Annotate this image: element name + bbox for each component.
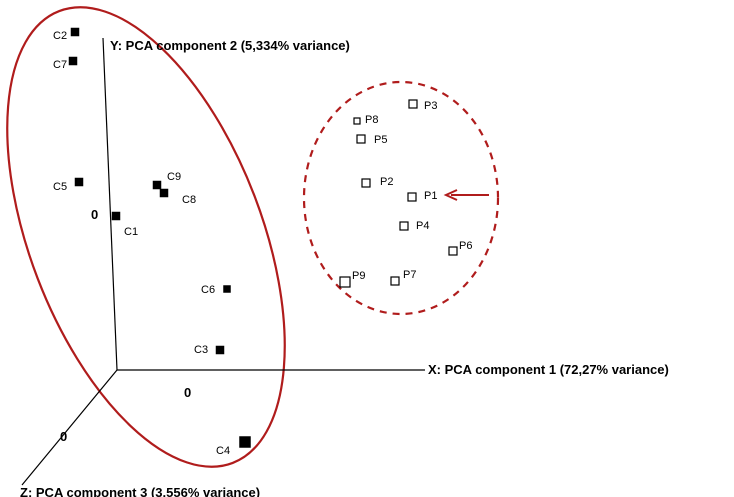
point-label-c2: C2 [53, 30, 67, 42]
point-p1 [407, 192, 417, 202]
y-axis-zero-label: 0 [91, 207, 98, 222]
point-label-p4: P4 [416, 220, 429, 232]
point-label-c1: C1 [124, 226, 138, 238]
point-label-p7: P7 [403, 269, 416, 281]
point-p6 [448, 246, 458, 256]
point-c5 [74, 177, 84, 187]
point-label-p6: P6 [459, 240, 472, 252]
point-p9 [339, 276, 351, 288]
point-label-p9: P9 [352, 270, 365, 282]
point-p3 [408, 99, 418, 109]
point-c2 [70, 27, 80, 37]
point-p8 [353, 117, 361, 125]
point-label-c5: C5 [53, 181, 67, 193]
point-label-c3: C3 [194, 344, 208, 356]
cluster-enclosures [6, 6, 500, 468]
cluster-c-enclosure [6, 6, 286, 468]
point-c8 [159, 188, 169, 198]
point-label-p1: P1 [424, 190, 437, 202]
point-label-p2: P2 [380, 176, 393, 188]
cluster-p-enclosure [302, 80, 500, 316]
point-p4 [399, 221, 409, 231]
x-axis-zero-label: 0 [184, 385, 191, 400]
z-axis-zero-label: 0 [60, 429, 67, 444]
point-label-c8: C8 [182, 194, 196, 206]
y-axis-title: Y: PCA component 2 (5,334% variance) [110, 38, 350, 53]
point-label-c6: C6 [201, 284, 215, 296]
point-c7 [68, 56, 78, 66]
point-p5 [356, 134, 366, 144]
point-label-p8: P8 [365, 114, 378, 126]
point-label-c9: C9 [167, 171, 181, 183]
point-c1 [111, 211, 121, 221]
point-c3 [215, 345, 225, 355]
x-axis-title: X: PCA component 1 (72,27% variance) [428, 362, 669, 377]
point-label-c7: C7 [53, 59, 67, 71]
annotations [443, 189, 489, 201]
point-p2 [361, 178, 371, 188]
point-label-p3: P3 [424, 100, 437, 112]
point-label-c4: C4 [216, 445, 230, 457]
point-label-p5: P5 [374, 134, 387, 146]
annotation-arrow-head [443, 189, 458, 201]
point-c4 [239, 436, 251, 448]
z-axis-line [21, 369, 118, 486]
y-axis-line [102, 37, 118, 371]
z-axis-title: Z: PCA component 3 (3,556% variance) [20, 485, 260, 497]
point-c9 [152, 180, 162, 190]
point-p7 [390, 276, 400, 286]
point-c6 [223, 285, 231, 293]
